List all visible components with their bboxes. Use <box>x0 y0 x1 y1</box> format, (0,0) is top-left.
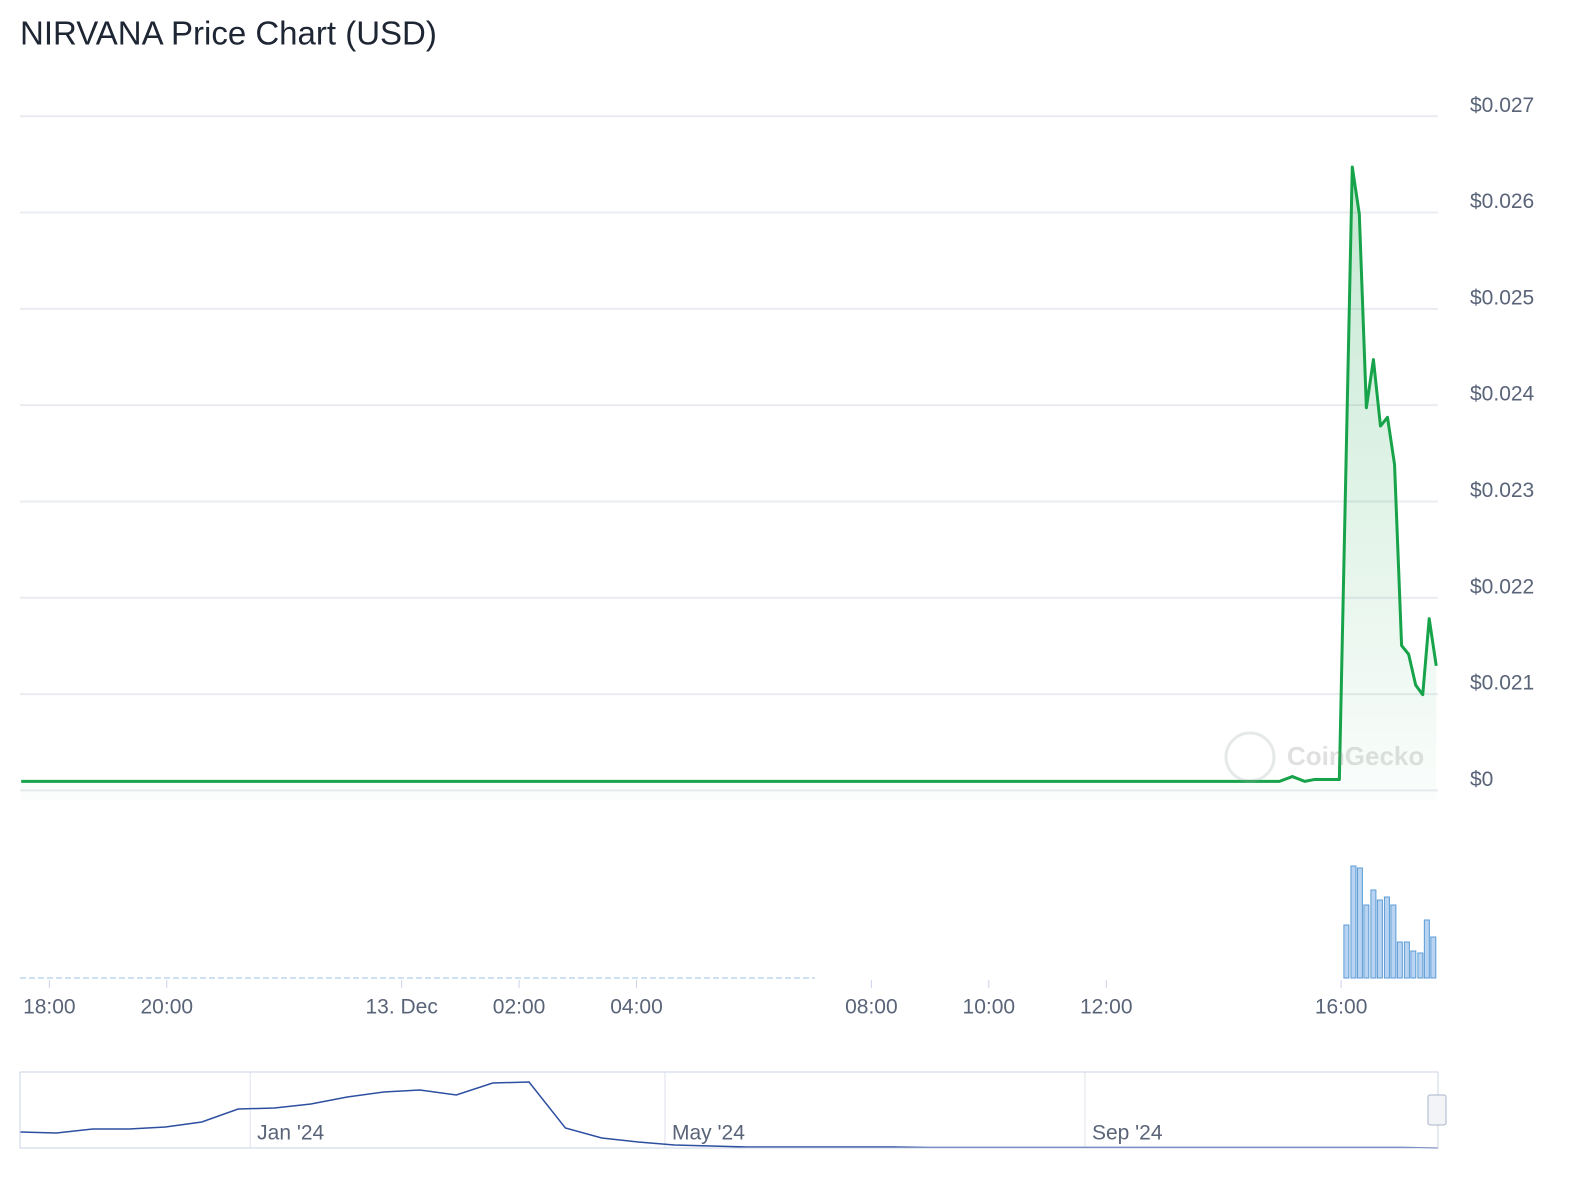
volume-bar <box>1423 919 1430 979</box>
y-tick-label: $0.027 <box>1470 94 1534 117</box>
volume-bar <box>1410 950 1417 979</box>
volume-bar <box>1396 941 1403 979</box>
volume-bar <box>1343 924 1350 979</box>
x-tick-label: 12:00 <box>1080 996 1133 1019</box>
y-tick-label: $0.026 <box>1470 190 1534 213</box>
volume-bar <box>1350 865 1357 979</box>
volume-bar <box>1417 952 1424 979</box>
x-tick-label: 18:00 <box>23 996 76 1019</box>
y-tick-label: $0.024 <box>1470 383 1535 406</box>
x-tick-label: 20:00 <box>141 996 194 1019</box>
chart-title: NIRVANA Price Chart (USD) <box>20 15 437 52</box>
volume-bar <box>1383 896 1390 979</box>
navigator-handle[interactable] <box>1427 1094 1447 1126</box>
x-tick-label: 13. Dec <box>365 996 437 1019</box>
x-tick-label: 08:00 <box>845 996 898 1019</box>
y-tick-label: $0.022 <box>1470 575 1534 598</box>
watermark-text: CoinGecko <box>1287 741 1424 771</box>
volume-bar <box>1403 941 1410 979</box>
navigator-tick-label: Sep '24 <box>1092 1122 1163 1145</box>
volume-bar <box>1376 899 1383 979</box>
navigator-tick-label: Jan '24 <box>257 1122 324 1145</box>
volume-bar <box>1370 889 1377 979</box>
x-tick-label: 16:00 <box>1315 996 1368 1019</box>
volume-bar <box>1356 867 1363 979</box>
y-tick-label: $0.023 <box>1470 479 1534 502</box>
price-line <box>21 165 1438 783</box>
price-area <box>21 166 1437 801</box>
volume-bar <box>1363 904 1370 979</box>
volume-bar <box>1430 936 1437 979</box>
watermark: CoinGecko <box>1224 731 1424 783</box>
x-tick-label: 04:00 <box>610 996 663 1019</box>
y-tick-label: $0.025 <box>1470 286 1534 309</box>
y-tick-label: $0.021 <box>1470 672 1534 695</box>
volume-bar <box>1390 904 1397 979</box>
navigator-tick-label: May '24 <box>672 1122 745 1145</box>
y-tick-label: $0 <box>1470 768 1493 791</box>
watermark-logo <box>1224 731 1276 783</box>
x-tick-label: 10:00 <box>963 996 1016 1019</box>
x-tick-label: 02:00 <box>493 996 546 1019</box>
